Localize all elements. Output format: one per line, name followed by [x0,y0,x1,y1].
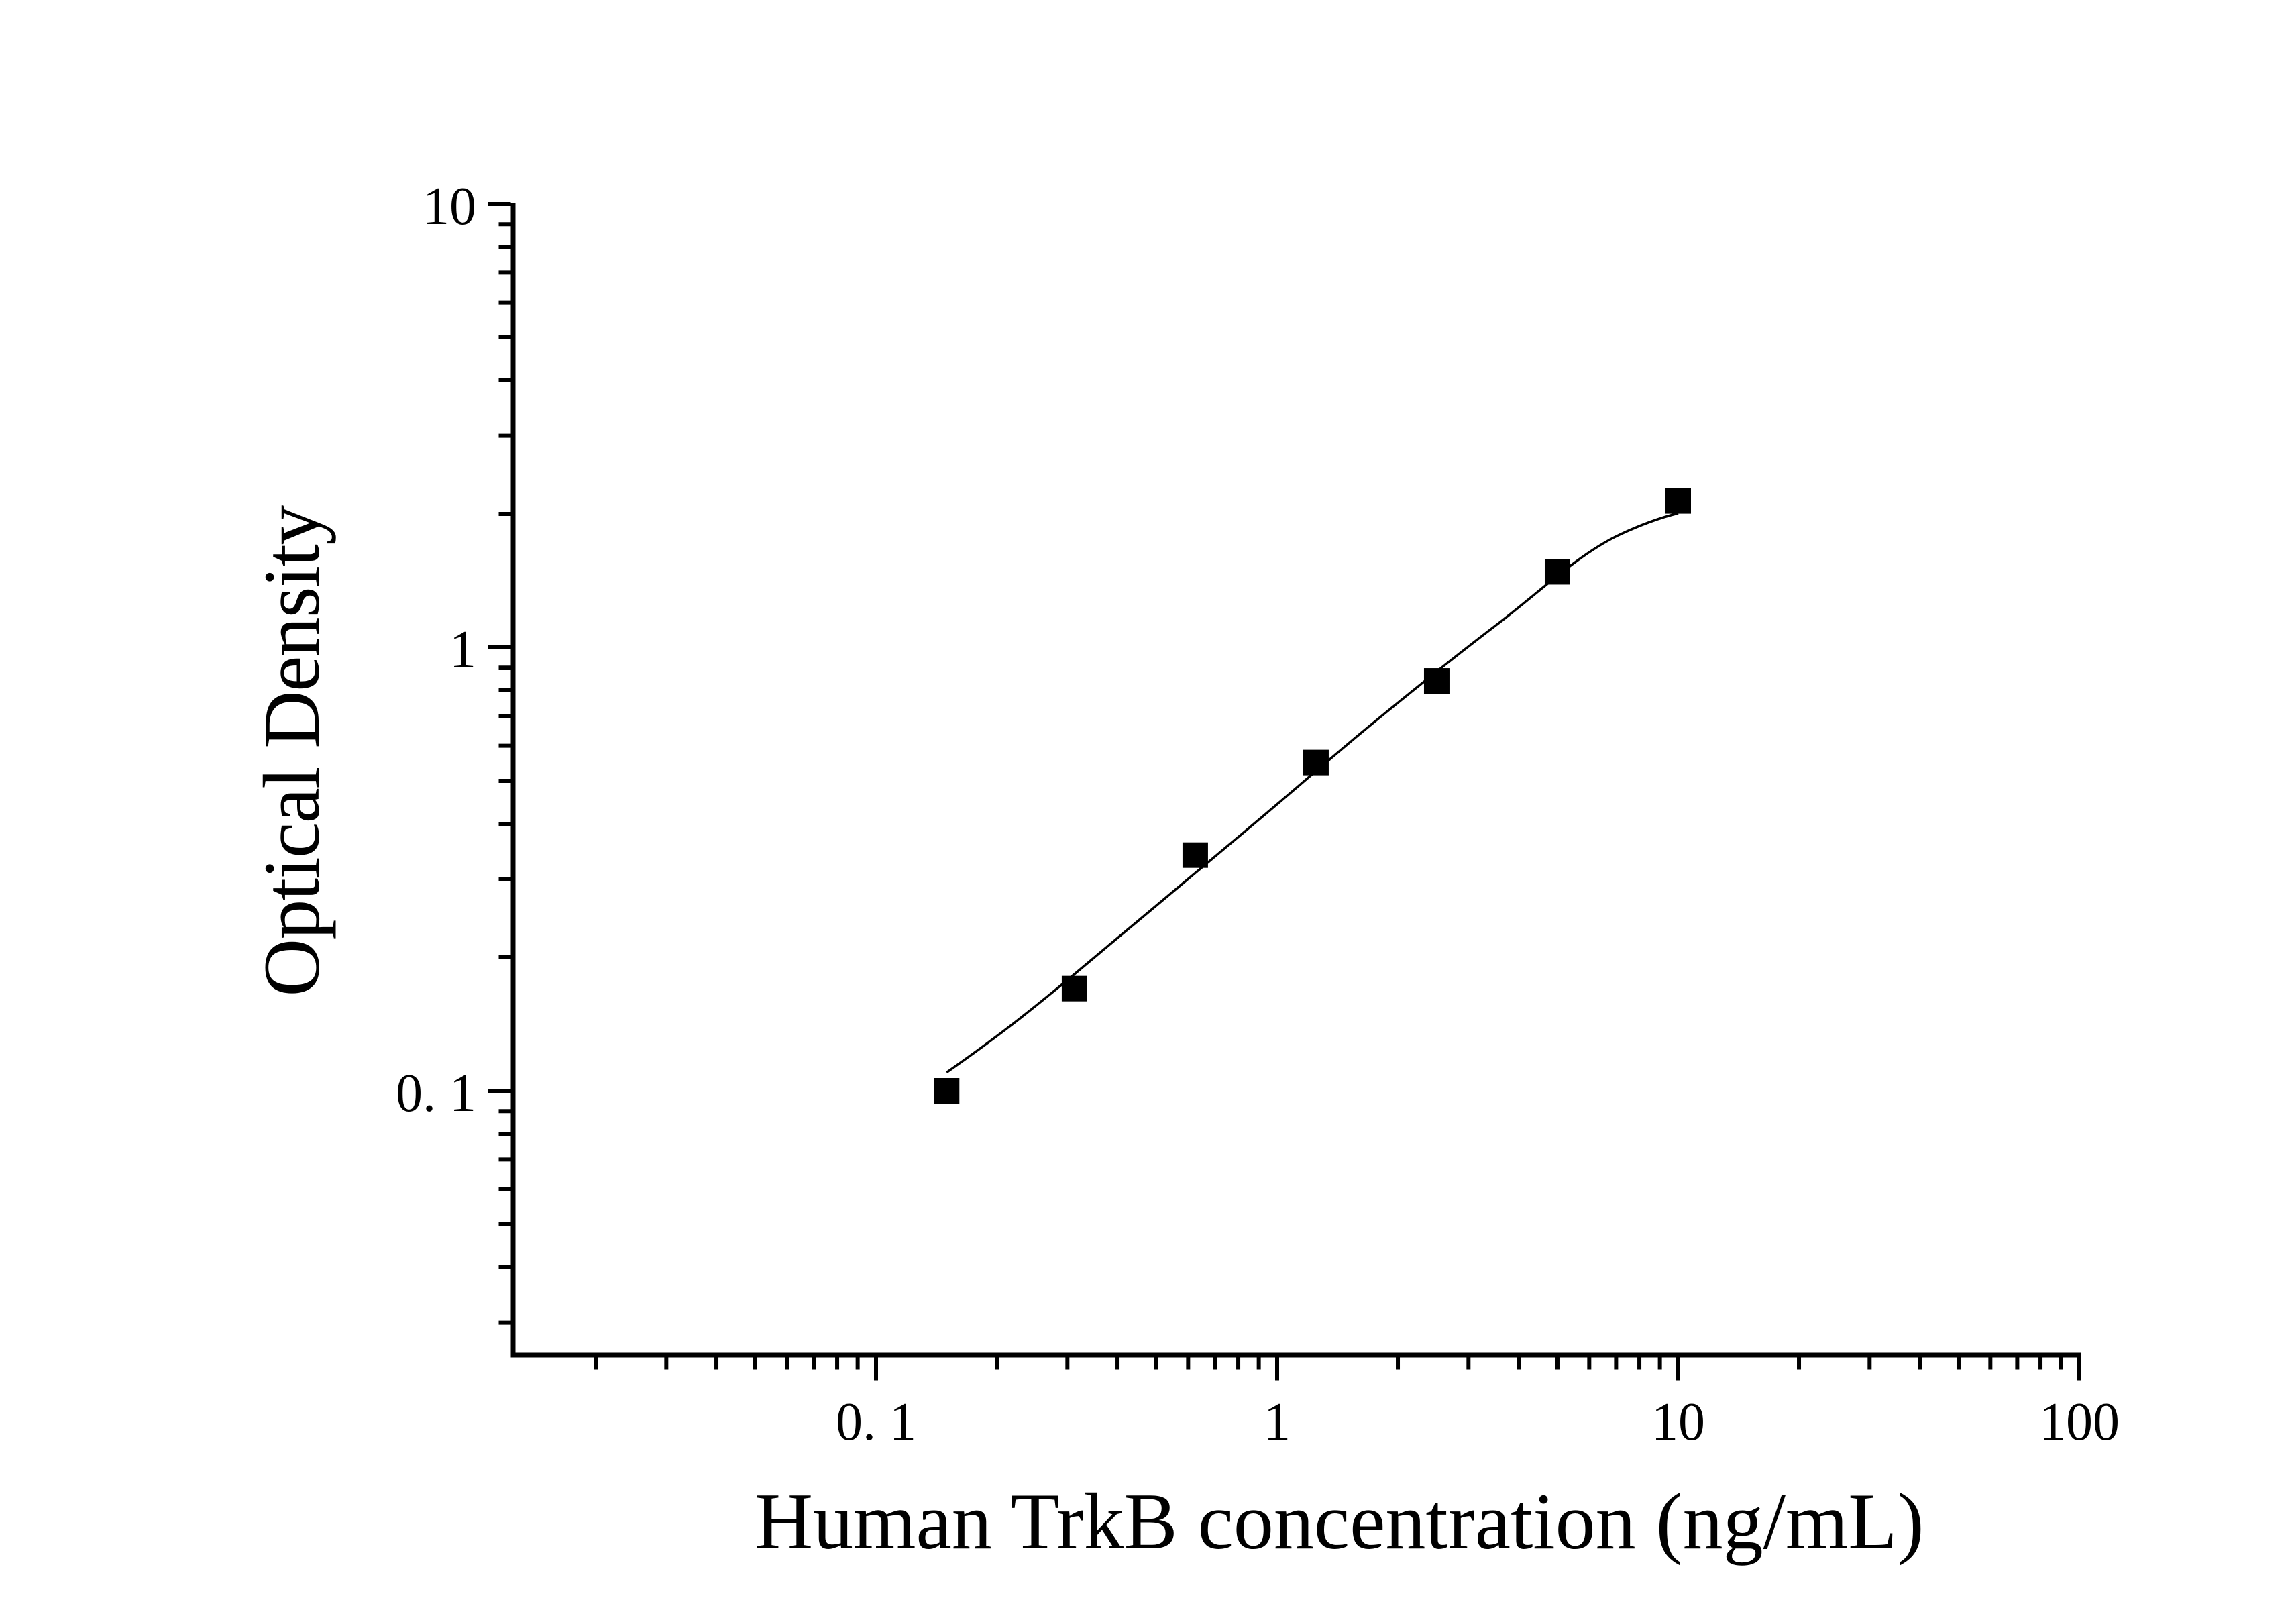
data-point-marker [1303,749,1329,776]
y-tick-label: 1 [449,621,476,680]
fitted-curve-line [946,512,1679,1074]
data-point-marker [1061,975,1087,1002]
tick-labels: 0. 1 1 10 100 10 1 0. 1 [396,177,2120,1452]
y-tick-label: 0. 1 [396,1064,476,1123]
y-axis-title: Optical Density [247,505,336,997]
data-series [934,488,1691,1104]
data-point-marker [1544,559,1570,585]
axis-ticks [488,202,2081,1381]
axes [510,203,2081,1358]
data-point-marker [1665,488,1691,514]
data-point-marker [934,1078,960,1104]
x-tick-label: 1 [1264,1393,1291,1452]
x-tick-label: 0. 1 [836,1393,916,1452]
data-point-marker [1182,842,1208,868]
x-tick-label: 10 [1651,1393,1705,1452]
x-tick-label: 100 [2039,1393,2120,1452]
data-point-marker [1423,668,1450,694]
x-axis-title: Human TrkB concentration (ng/mL) [755,1477,1924,1566]
y-tick-label: 10 [423,177,476,236]
